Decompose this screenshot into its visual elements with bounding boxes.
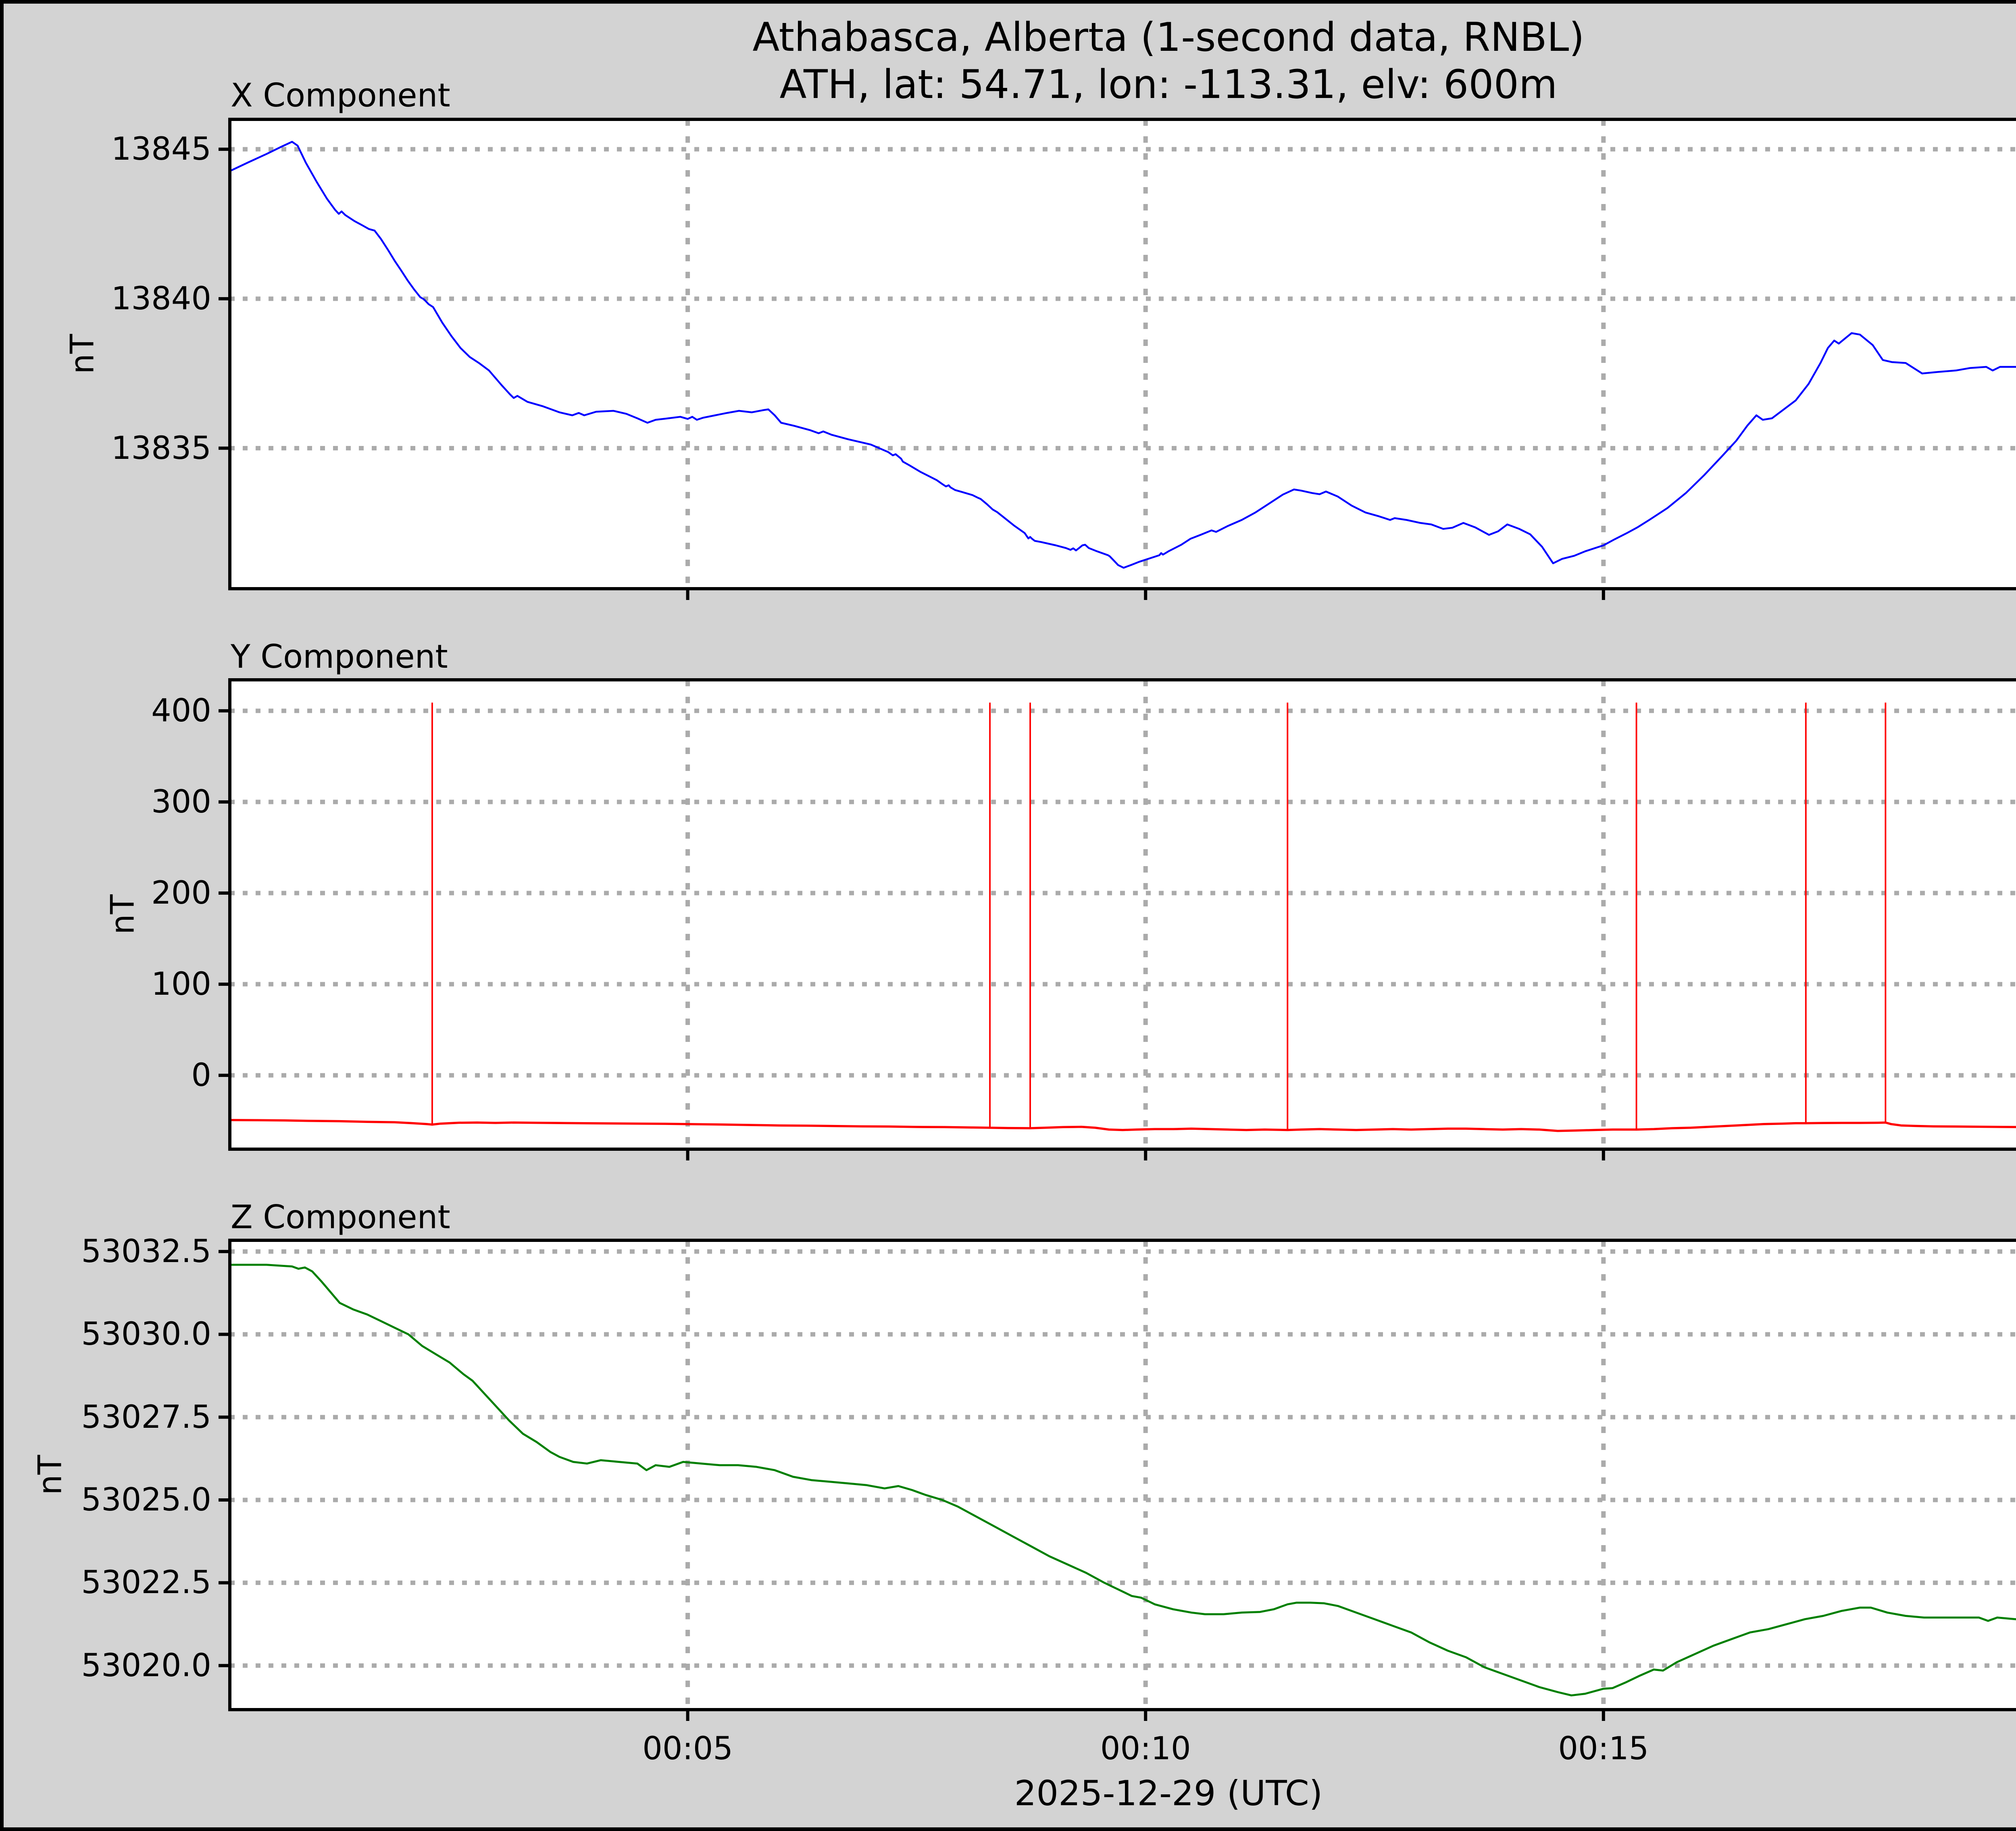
y-tick-label: 0 [191,1057,211,1094]
subplot-title-x-component: X Component [231,77,450,114]
x-tick-label: 00:05 [642,1731,733,1767]
subplot-title-y-component: Y Component [231,638,448,675]
y-tick-label: 53032.5 [81,1233,211,1270]
figure-title: Athabasca, Alberta (1-second data, RNBL)… [230,14,2016,108]
y-axis-label-x-component: nT [63,334,101,374]
x-axis-label-date: 2025-12-29 (UTC) [1014,1773,1323,1814]
plot-background [230,1240,2016,1710]
y-tick-label: 53022.5 [81,1564,211,1601]
x-component-series-line [229,141,2016,569]
z-component-series-line [229,1264,2016,1697]
figure-title-line1: Athabasca, Alberta (1-second data, RNBL) [752,15,1585,60]
y-tick-label: 53025.0 [81,1482,211,1519]
x-component-chart-canvas [219,118,2016,600]
subplot-title-z-component: Z Component [231,1198,450,1236]
plot-border [228,1239,2016,1711]
y-tick-label: 400 [151,692,211,729]
y-tick-label: 53030.0 [81,1316,211,1353]
y-axis-label-y-component: nT [104,894,142,935]
y-tick-label: 200 [151,875,211,911]
plot-area-z-component: 53032.5 53030.0 53027.5 53025.0 53022.5 53020… [81,1233,2016,1767]
x-tick-label: 00:15 [1558,1731,1649,1767]
y-tick-label: 300 [151,783,211,820]
plot-border [228,118,2016,590]
y-tick-label: 53020.0 [81,1647,211,1684]
y-component-series-line [229,1119,2016,1132]
y-tick-label: 100 [151,966,211,1002]
plot-area-y-component: 400 300 200 100 0 [151,678,2016,1160]
y-component-chart-canvas [219,678,2016,1160]
x-tick-label: 00:10 [1100,1731,1191,1767]
y-tick-label: 53027.5 [81,1399,211,1435]
z-component-chart-canvas [219,1239,2016,1721]
plot-area-x-component: 13845 13840 13835 [111,118,2016,600]
plot-background [230,119,2016,589]
y-tick-label: 13835 [111,430,211,467]
plot-background [230,680,2016,1149]
plot-border [228,678,2016,1151]
y-tick-label: 13845 [111,131,211,168]
y-axis-label-z-component: nT [31,1455,69,1495]
y-tick-label: 13840 [111,280,211,317]
figure-title-line2: ATH, lat: 54.71, lon: -113.31, elv: 600m [779,62,1558,108]
